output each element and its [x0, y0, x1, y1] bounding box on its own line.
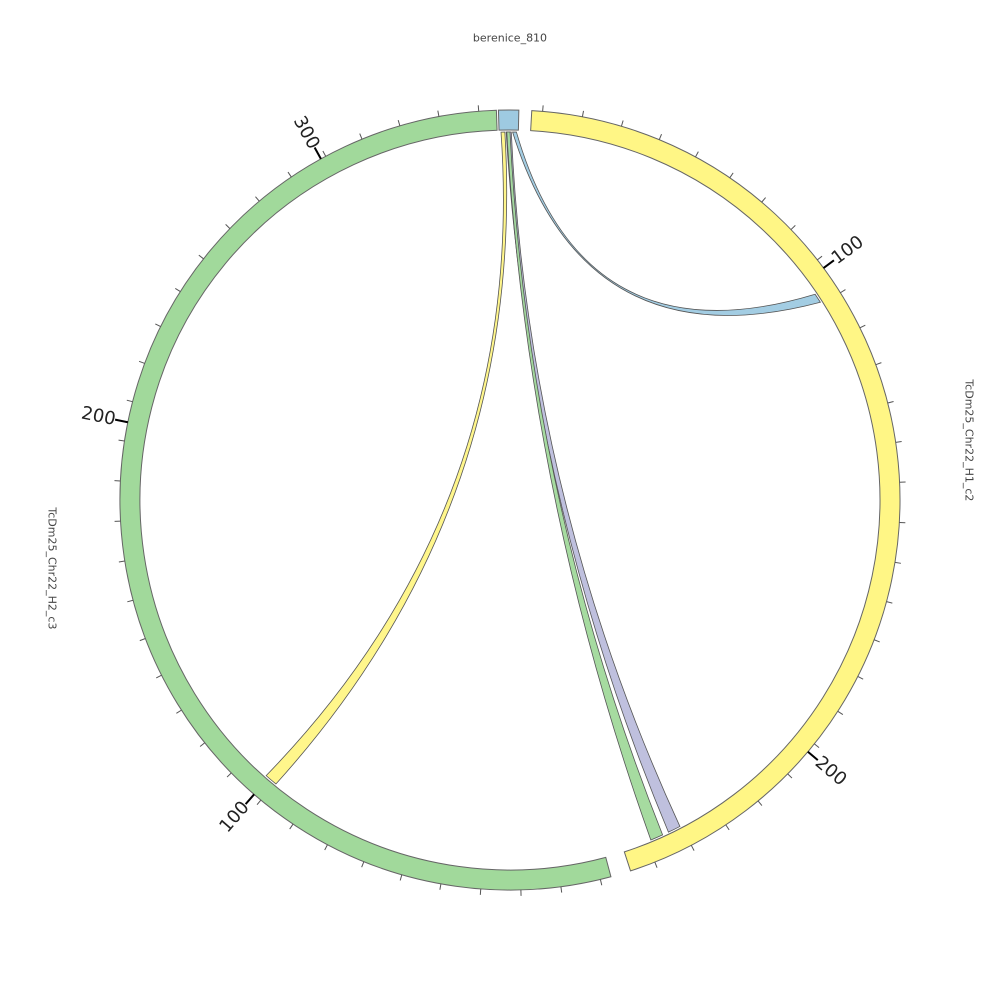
minor-tick — [600, 879, 601, 885]
minor-tick — [175, 288, 180, 291]
minor-tick — [290, 824, 293, 829]
segment-label-h2c3: TcDm25_Chr22_H2_c3 — [46, 506, 59, 629]
minor-tick — [895, 562, 901, 563]
minor-tick — [860, 325, 865, 328]
minor-tick — [762, 198, 766, 203]
minor-tick — [226, 224, 230, 228]
minor-tick — [255, 197, 259, 202]
minor-tick — [730, 173, 733, 178]
tick-label-h1c2-200: 200 — [811, 752, 851, 790]
minor-tick — [127, 400, 133, 402]
minor-tick — [119, 561, 125, 562]
minor-tick — [695, 152, 698, 157]
tick-label-h2c3-100: 100 — [215, 797, 253, 837]
tick-label-h2c3-300: 300 — [289, 113, 324, 153]
minor-tick — [874, 640, 880, 642]
minor-tick — [788, 774, 792, 778]
segment-arc-berenice — [498, 110, 518, 130]
minor-tick — [791, 225, 795, 229]
minor-tick — [561, 887, 562, 893]
minor-tick — [655, 862, 657, 868]
minor-tick — [155, 324, 160, 327]
minor-tick — [691, 845, 694, 850]
minor-tick — [156, 675, 161, 678]
minor-tick — [400, 875, 402, 881]
minor-tick — [887, 602, 893, 604]
minor-tick — [325, 845, 328, 850]
minor-tick — [323, 151, 326, 156]
tick-label-h1c2-100: 100 — [828, 232, 868, 269]
major-tick-h2c3-200 — [115, 420, 128, 423]
minor-tick — [858, 676, 863, 679]
minor-tick — [360, 134, 362, 140]
link-berenice-h2c3-3 — [266, 132, 507, 784]
minor-tick — [814, 744, 819, 748]
minor-tick — [888, 402, 894, 403]
tick-label-h2c3-200: 200 — [80, 403, 118, 430]
major-tick-h2c3-100 — [246, 794, 255, 804]
minor-tick — [257, 800, 261, 805]
minor-tick — [659, 134, 661, 140]
minor-tick — [140, 638, 146, 640]
minor-tick — [840, 290, 845, 293]
minor-tick — [543, 105, 544, 111]
link-berenice-h1c2-1 — [506, 132, 680, 832]
major-tick-h1c2-100 — [824, 260, 834, 268]
minor-tick — [726, 825, 729, 830]
minor-tick — [896, 441, 902, 442]
minor-tick — [288, 172, 291, 177]
minor-tick — [199, 255, 204, 259]
minor-tick — [817, 256, 822, 260]
segment-label-berenice: berenice_810 — [473, 32, 547, 45]
major-tick-h2c3-300 — [315, 148, 321, 159]
segment-arc-h2c3 — [120, 110, 611, 890]
minor-tick — [139, 361, 145, 363]
segment-label-h1c2: TcDm25_Chr22_H1_c2 — [963, 378, 976, 501]
minor-tick — [838, 711, 843, 714]
minor-tick — [127, 600, 133, 602]
minor-tick — [200, 743, 205, 747]
minor-tick — [758, 801, 762, 806]
minor-tick — [438, 111, 439, 117]
minor-tick — [176, 710, 181, 713]
minor-tick — [876, 363, 882, 365]
major-tick-h1c2-200 — [808, 752, 818, 760]
minor-tick — [362, 862, 364, 868]
minor-tick — [440, 884, 441, 890]
minor-tick — [398, 120, 400, 126]
minor-tick — [119, 440, 125, 441]
minor-tick — [227, 773, 231, 777]
segment-arc-h1c2 — [531, 111, 900, 871]
minor-tick — [621, 121, 623, 127]
minor-tick — [582, 111, 583, 117]
